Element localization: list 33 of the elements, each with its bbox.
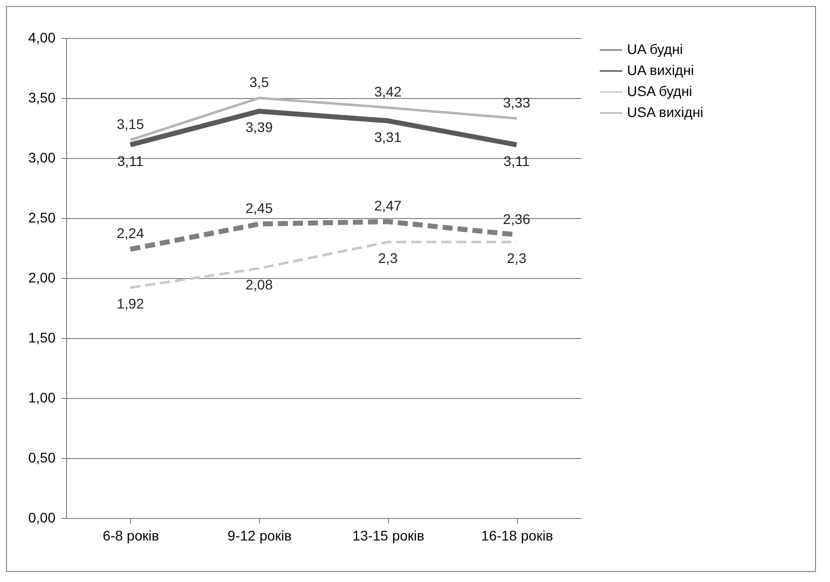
data-label: 3,33	[503, 94, 530, 110]
legend-label: USA вихідні	[627, 104, 704, 120]
data-label: 3,11	[117, 152, 144, 169]
data-label: 2,3	[378, 250, 398, 266]
x-tick-label: 6-8 років	[102, 528, 160, 544]
x-tick-label: 9-12 років	[228, 528, 292, 544]
data-label: 2,47	[374, 198, 402, 214]
data-label: 3,11	[504, 152, 530, 169]
data-label: 3,31	[374, 128, 402, 145]
y-tick-label: 0,00	[28, 510, 56, 526]
y-tick-label: 0,50	[28, 450, 56, 466]
legend-label: UA будні	[627, 41, 683, 57]
legend-label: USA будні	[627, 83, 692, 99]
y-tick-label: 2,00	[28, 270, 56, 286]
y-tick-label: 1,50	[28, 330, 56, 346]
x-tick-label: 13-15 років	[352, 528, 424, 544]
data-label: 2,45	[246, 200, 273, 216]
data-label: 3,39	[246, 119, 273, 136]
y-tick-label: 3,00	[28, 150, 56, 166]
legend-label: UA вихідні	[627, 62, 694, 78]
data-label: 3,5	[249, 74, 270, 90]
data-label: 2,3	[506, 250, 527, 266]
data-label: 1,92	[116, 296, 144, 312]
y-tick-label: 2,50	[28, 210, 56, 226]
x-tick-label: 16-18 років	[481, 528, 554, 544]
y-tick-label: 1,00	[28, 390, 56, 406]
y-tick-label: 3,50	[28, 90, 56, 106]
data-label: 2,36	[503, 210, 530, 227]
data-label: 2,08	[246, 276, 273, 292]
data-label: 2,24	[116, 225, 144, 242]
y-tick-label: 4,00	[28, 30, 56, 46]
data-label: 3,42	[374, 84, 402, 100]
data-label: 3,15	[116, 116, 144, 132]
